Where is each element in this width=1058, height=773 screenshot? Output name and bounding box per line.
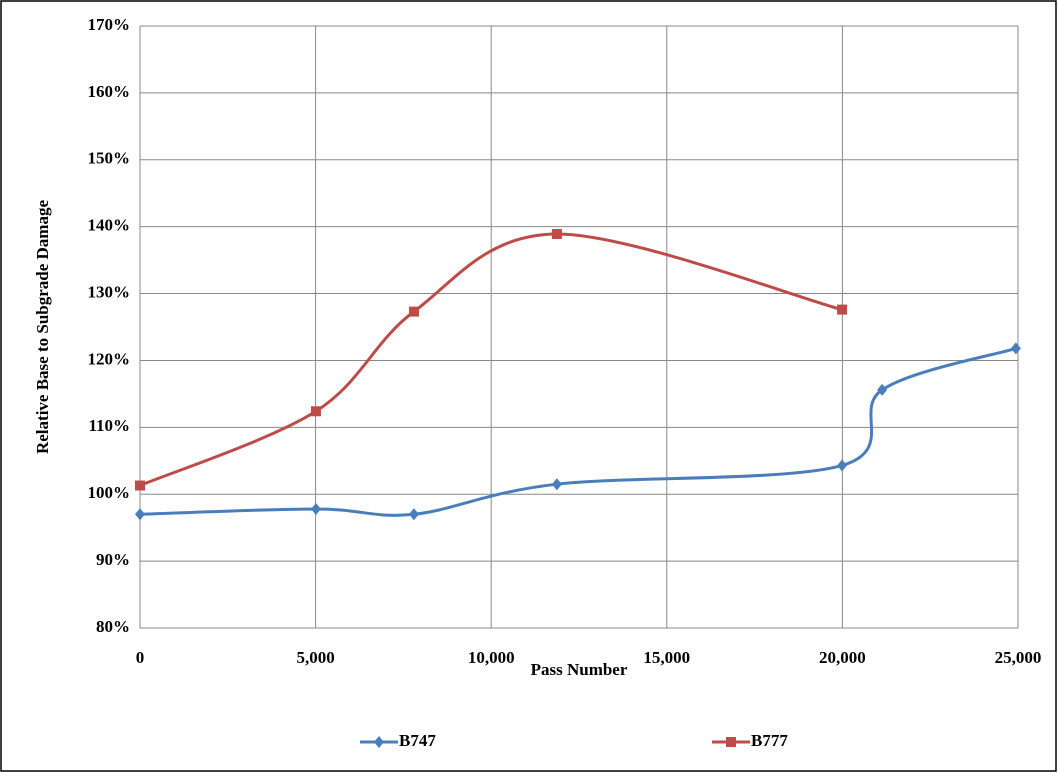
y-tick-label: 110% — [88, 416, 130, 435]
legend-marker — [726, 737, 736, 747]
y-tick-label: 140% — [88, 216, 131, 235]
data-point — [837, 304, 848, 315]
x-tick-label: 10,000 — [468, 648, 515, 667]
x-tick-label: 5,000 — [296, 648, 334, 667]
data-point — [135, 480, 145, 491]
y-tick-label: 170% — [88, 15, 131, 34]
data-point — [135, 508, 145, 521]
legend-label: B747 — [399, 731, 436, 750]
data-point — [408, 306, 419, 317]
y-axis-label: Relative Base to Subgrade Damage — [33, 200, 52, 454]
x-tick-label: 15,000 — [643, 648, 690, 667]
y-tick-label: 150% — [88, 149, 131, 168]
data-point — [1010, 342, 1021, 355]
legend-label: B777 — [751, 731, 788, 750]
data-point — [837, 459, 848, 472]
x-tick-label: 25,000 — [995, 648, 1042, 667]
data-point — [310, 502, 321, 515]
x-tick-label: 0 — [136, 648, 145, 667]
y-tick-label: 130% — [88, 282, 131, 301]
series-line — [139, 232, 843, 487]
y-tick-label: 160% — [88, 82, 131, 101]
x-tick-label: 20,000 — [819, 648, 866, 667]
data-point — [408, 508, 419, 521]
data-point — [551, 478, 562, 491]
data-point — [551, 229, 562, 240]
data-point — [877, 383, 888, 396]
data-point — [310, 406, 321, 417]
y-tick-label: 80% — [96, 617, 130, 636]
y-tick-label: 100% — [88, 483, 131, 502]
legend-marker — [374, 736, 384, 748]
y-tick-label: 90% — [96, 550, 130, 569]
y-tick-label: 120% — [88, 349, 131, 368]
x-axis-label: Pass Number — [531, 660, 628, 679]
